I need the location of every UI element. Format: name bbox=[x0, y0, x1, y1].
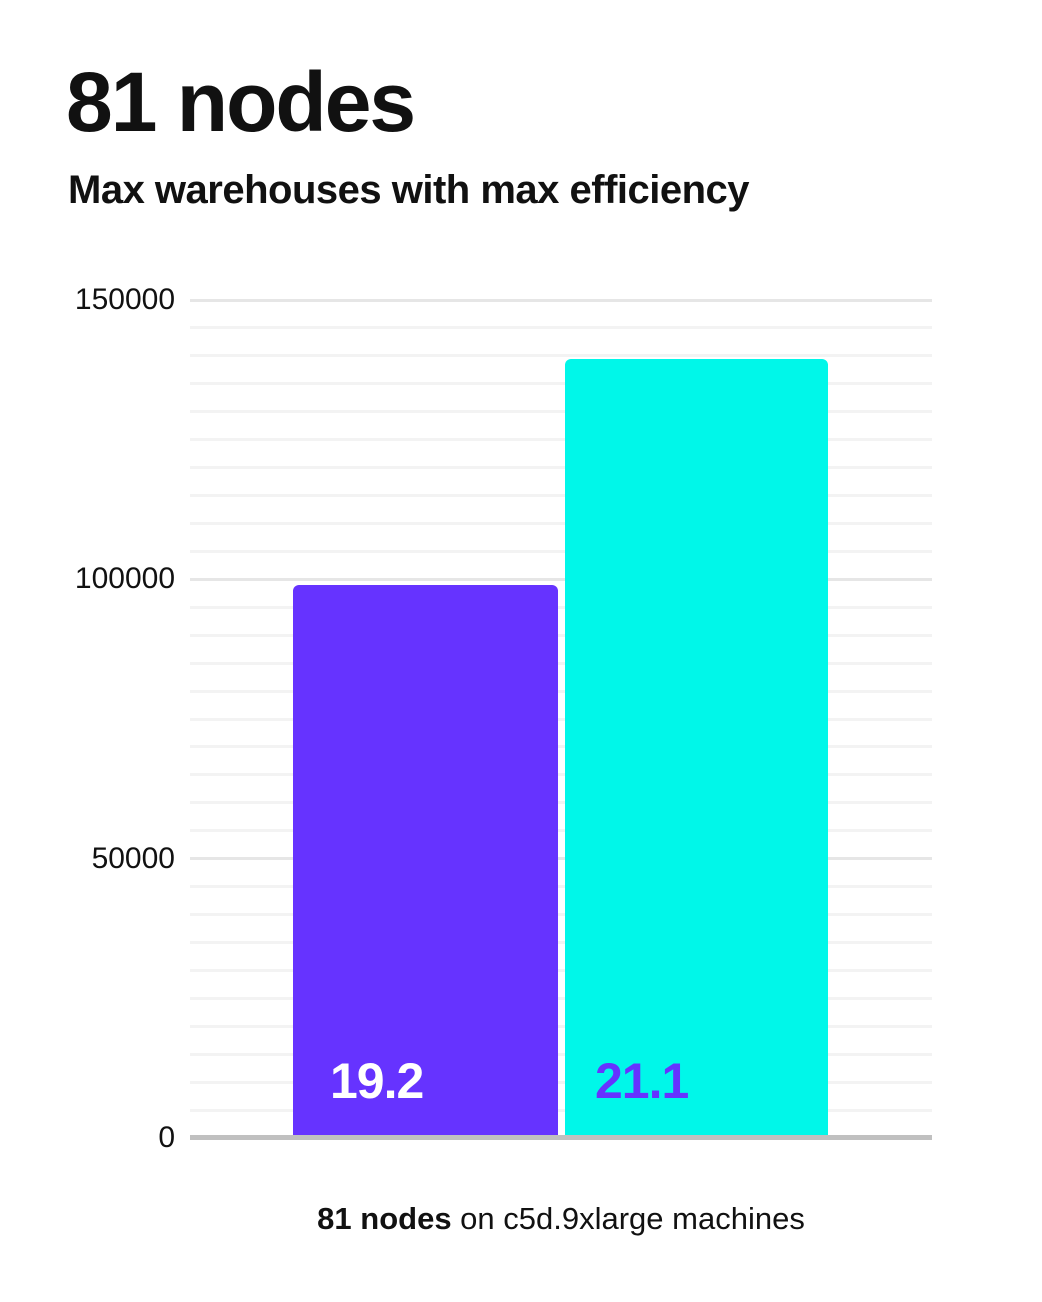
gridline-95000 bbox=[190, 605, 932, 609]
y-tick-label-150000: 150000 bbox=[74, 283, 175, 316]
caption-regular-text: on c5d.9xlarge machines bbox=[451, 1201, 805, 1236]
gridline-60000 bbox=[190, 801, 932, 805]
gridline-50000 bbox=[190, 857, 932, 861]
bar-19.2: 19.2 bbox=[293, 584, 558, 1138]
gridline-55000 bbox=[190, 829, 932, 833]
gridline-130000 bbox=[190, 410, 932, 414]
gridline-115000 bbox=[190, 494, 932, 498]
gridline-135000 bbox=[190, 382, 932, 386]
gridline-75000 bbox=[190, 717, 932, 721]
gridline-85000 bbox=[190, 661, 932, 665]
bar-value-label-21.1: 21.1 bbox=[595, 1053, 689, 1109]
gridline-90000 bbox=[190, 633, 932, 637]
gridline-70000 bbox=[190, 745, 932, 749]
y-tick-label-0: 0 bbox=[158, 1121, 175, 1154]
gridline-45000 bbox=[190, 885, 932, 889]
bar-21.1: 21.1 bbox=[565, 358, 828, 1138]
gridline-20000 bbox=[190, 1024, 932, 1028]
gridline-25000 bbox=[190, 996, 932, 1000]
gridline-120000 bbox=[190, 466, 932, 470]
y-axis-labels: 0 50000 100000 150000 bbox=[0, 283, 175, 1154]
gridline-100000 bbox=[190, 577, 932, 581]
plot-area: 19.2 21.1 bbox=[190, 298, 932, 1140]
y-tick-label-50000: 50000 bbox=[91, 841, 175, 875]
x-axis-line bbox=[190, 1135, 932, 1140]
chart-caption: 81 nodes on c5d.9xlarge machines bbox=[190, 1200, 932, 1238]
gridline-140000 bbox=[190, 354, 932, 358]
gridline-10000 bbox=[190, 1080, 932, 1084]
gridline-105000 bbox=[190, 549, 932, 553]
gridline-15000 bbox=[190, 1052, 932, 1056]
gridline-150000 bbox=[190, 298, 932, 302]
gridline-145000 bbox=[190, 326, 932, 330]
page-title: 81 nodes bbox=[66, 55, 416, 149]
gridline-5000 bbox=[190, 1108, 932, 1112]
page-subtitle: Max warehouses with max efficiency bbox=[68, 168, 750, 212]
gridline-30000 bbox=[190, 968, 932, 972]
bar-value-label-19.2: 19.2 bbox=[330, 1053, 424, 1109]
gridline-125000 bbox=[190, 438, 932, 442]
caption-bold-text: 81 nodes bbox=[317, 1201, 452, 1236]
gridline-110000 bbox=[190, 521, 932, 525]
gridline-40000 bbox=[190, 913, 932, 917]
y-tick-label-100000: 100000 bbox=[74, 562, 175, 596]
gridline-35000 bbox=[190, 940, 932, 944]
gridline-65000 bbox=[190, 773, 932, 777]
gridline-80000 bbox=[190, 689, 932, 693]
